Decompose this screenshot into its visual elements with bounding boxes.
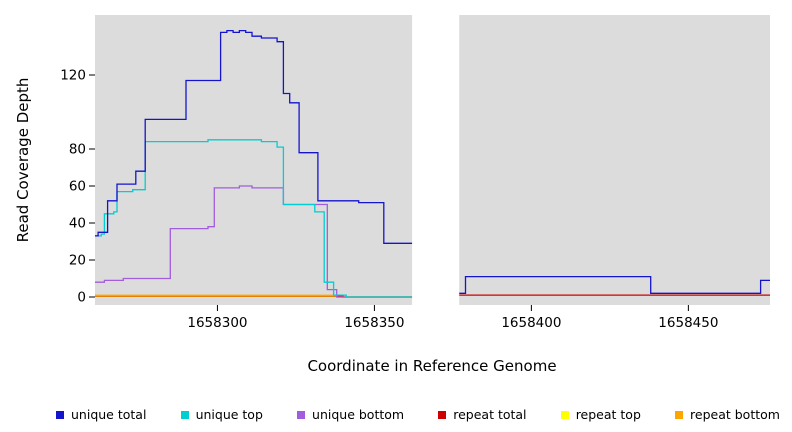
coverage-chart: 1658300 1658350 1658400 1658450 0 20 40 60 80 120… bbox=[14, 14, 770, 375]
legend-item-repeat-bottom: repeat bottom bbox=[675, 407, 780, 422]
y-tick-label: 60 bbox=[69, 179, 86, 195]
legend: unique total unique top unique bottom repea… bbox=[0, 407, 792, 422]
legend-swatch bbox=[180, 410, 189, 419]
y-tick-label: 120 bbox=[60, 68, 86, 84]
legend-label: repeat bottom bbox=[690, 407, 780, 422]
legend-label: repeat total bbox=[453, 407, 527, 422]
series-unique-top bbox=[95, 139, 413, 298]
legend-item-unique-total: unique total bbox=[56, 407, 146, 422]
legend-label: unique bottom bbox=[312, 407, 405, 422]
legend-swatch bbox=[56, 410, 64, 419]
x-tick-label: 1658300 bbox=[187, 315, 247, 331]
x-tick-label: 1658450 bbox=[658, 315, 718, 331]
x-axis-title: Coordinate in Reference Genome bbox=[307, 357, 556, 375]
legend-item-unique-bottom: unique bottom bbox=[297, 407, 404, 422]
series-unique-bottom bbox=[95, 185, 413, 298]
legend-item-repeat-top: repeat top bbox=[560, 407, 641, 422]
no-data-gap bbox=[412, 14, 460, 306]
legend-item-unique-top: unique top bbox=[180, 407, 263, 422]
legend-swatch bbox=[297, 410, 306, 419]
y-tick-label: 0 bbox=[77, 290, 86, 306]
legend-swatch bbox=[560, 410, 569, 419]
y-tick-label: 80 bbox=[69, 142, 86, 158]
legend-swatch bbox=[438, 410, 447, 419]
y-axis-title: Read Coverage Depth bbox=[14, 78, 32, 243]
legend-label: unique total bbox=[71, 407, 147, 422]
x-tick-label: 1658350 bbox=[344, 315, 404, 331]
y-tick-label: 40 bbox=[69, 216, 86, 232]
legend-item-repeat-total: repeat total bbox=[438, 407, 527, 422]
legend-swatch bbox=[675, 410, 684, 419]
y-tick-label: 20 bbox=[69, 253, 86, 269]
x-tick-label: 1658400 bbox=[501, 315, 561, 331]
legend-label: unique top bbox=[195, 407, 263, 422]
legend-label: repeat top bbox=[575, 407, 641, 422]
